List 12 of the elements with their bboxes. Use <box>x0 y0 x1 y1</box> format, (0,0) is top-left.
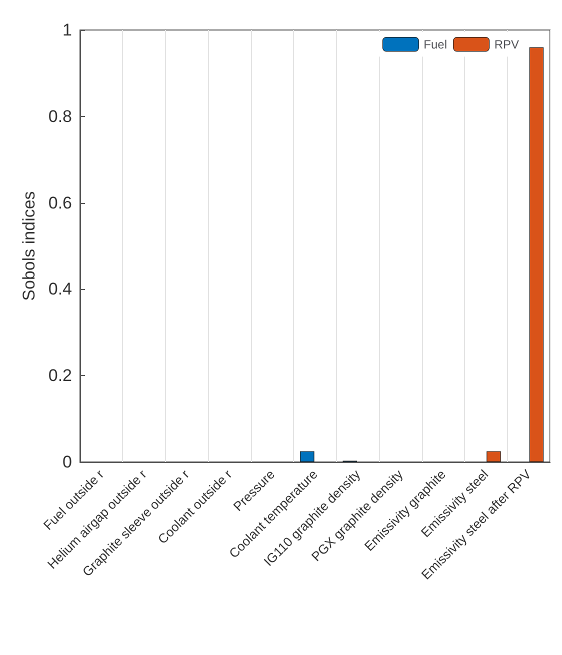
y-tick-label: 0.6 <box>48 193 72 212</box>
y-tick-label: 1 <box>62 20 72 40</box>
y-tick-label: 0.2 <box>48 366 72 386</box>
y-tick-label: 0 <box>62 452 72 472</box>
bar <box>300 451 314 462</box>
bar <box>486 451 501 462</box>
legend-label: RPV <box>494 37 520 52</box>
legend-label: Fuel <box>424 37 448 52</box>
bar <box>529 47 544 462</box>
y-tick-label: 0.8 <box>48 106 72 126</box>
y-tick-label: 0.4 <box>48 280 72 299</box>
y-axis-title: Sobols indices <box>19 191 38 301</box>
